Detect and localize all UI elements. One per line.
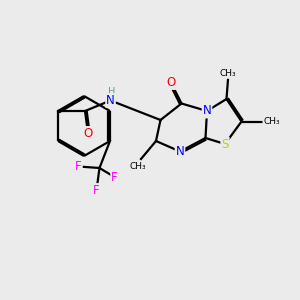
Text: F: F: [75, 160, 82, 173]
Text: CH₃: CH₃: [263, 117, 280, 126]
Text: S: S: [221, 137, 229, 151]
Text: H: H: [108, 87, 116, 97]
Text: CH₃: CH₃: [130, 162, 146, 171]
Text: O: O: [83, 127, 93, 140]
Text: F: F: [111, 170, 118, 184]
Text: N: N: [176, 145, 184, 158]
Text: F: F: [93, 184, 100, 197]
Text: O: O: [167, 76, 176, 89]
Text: CH₃: CH₃: [220, 69, 236, 78]
Text: N: N: [202, 104, 211, 118]
Text: N: N: [106, 94, 115, 107]
